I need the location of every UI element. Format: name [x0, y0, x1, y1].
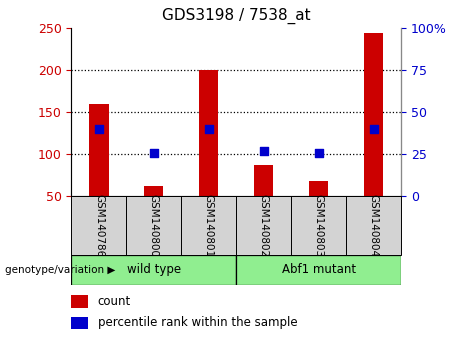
Bar [346, 196, 401, 255]
Bar [71, 255, 236, 285]
Bar [181, 196, 236, 255]
Text: GSM140801: GSM140801 [204, 194, 214, 257]
Text: count: count [98, 295, 131, 308]
Text: GSM140786: GSM140786 [94, 194, 104, 257]
Point [370, 126, 377, 132]
Bar [236, 255, 401, 285]
Bar [71, 295, 88, 308]
Bar [71, 316, 88, 329]
Point [95, 126, 103, 132]
Text: percentile rank within the sample: percentile rank within the sample [98, 316, 297, 330]
Bar [309, 181, 328, 196]
Point [205, 126, 213, 132]
Bar [89, 104, 108, 196]
Text: GSM140802: GSM140802 [259, 194, 269, 257]
Bar [254, 165, 273, 196]
Bar [199, 70, 219, 196]
Point [315, 150, 322, 156]
Text: GSM140803: GSM140803 [313, 194, 324, 257]
Bar [126, 196, 181, 255]
Bar [291, 196, 346, 255]
Text: GSM140804: GSM140804 [369, 194, 378, 257]
Point [150, 150, 158, 156]
Text: Abf1 mutant: Abf1 mutant [282, 263, 356, 276]
Bar [236, 196, 291, 255]
Text: wild type: wild type [127, 263, 181, 276]
Bar [364, 33, 383, 196]
Text: GSM140800: GSM140800 [149, 194, 159, 257]
Bar [144, 185, 164, 196]
Text: genotype/variation ▶: genotype/variation ▶ [5, 265, 115, 275]
Point [260, 148, 267, 154]
Title: GDS3198 / 7538_at: GDS3198 / 7538_at [162, 8, 311, 24]
Bar [71, 196, 126, 255]
